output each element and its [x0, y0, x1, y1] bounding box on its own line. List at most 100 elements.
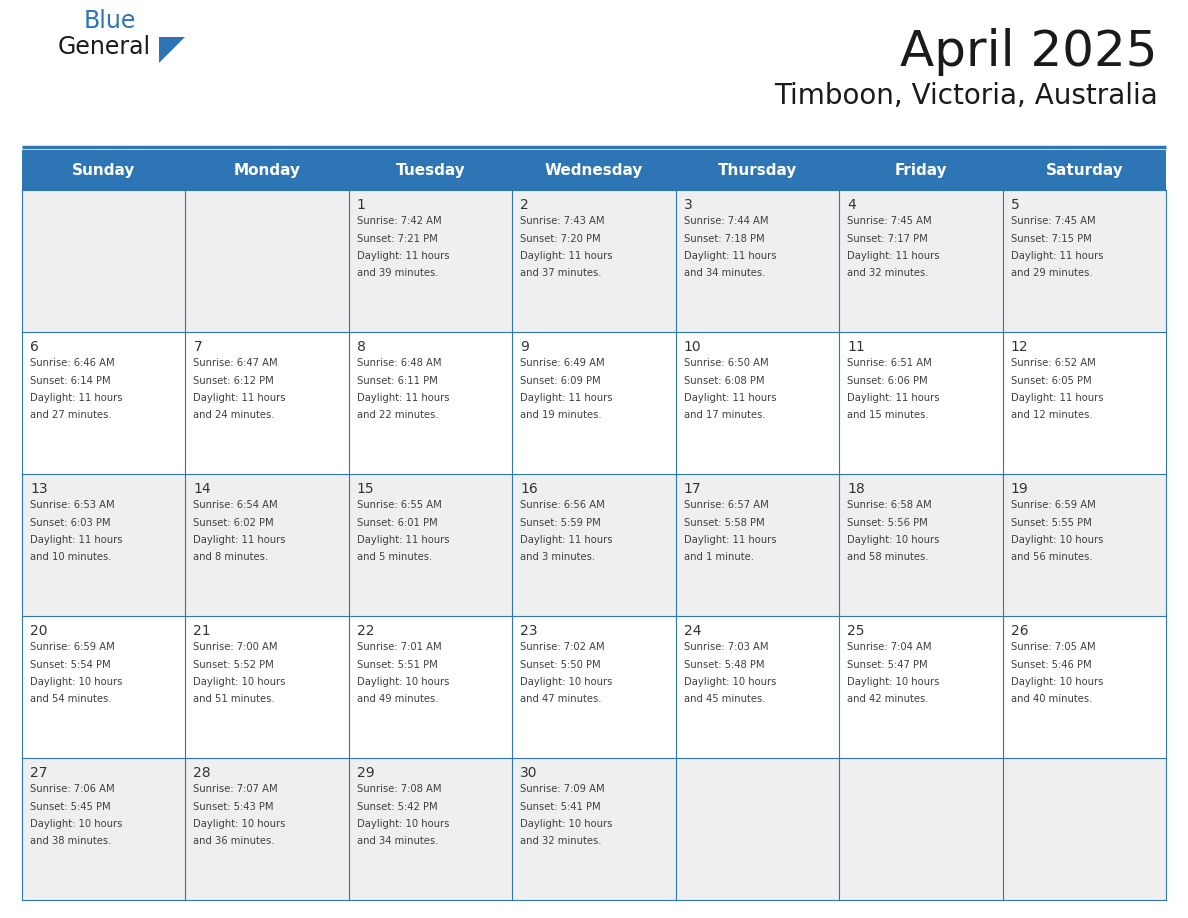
Text: Daylight: 11 hours: Daylight: 11 hours [684, 535, 776, 545]
Text: and 40 minutes.: and 40 minutes. [1011, 695, 1092, 704]
Text: Friday: Friday [895, 162, 947, 177]
Text: Daylight: 11 hours: Daylight: 11 hours [30, 535, 122, 545]
Text: 15: 15 [356, 482, 374, 496]
Text: Sunset: 5:45 PM: Sunset: 5:45 PM [30, 801, 110, 812]
Text: Sunrise: 6:53 AM: Sunrise: 6:53 AM [30, 500, 114, 510]
Text: and 3 minutes.: and 3 minutes. [520, 553, 595, 563]
Text: 22: 22 [356, 624, 374, 638]
Text: Daylight: 11 hours: Daylight: 11 hours [1011, 251, 1104, 261]
Text: Sunrise: 6:50 AM: Sunrise: 6:50 AM [684, 358, 769, 368]
Text: Sunset: 5:50 PM: Sunset: 5:50 PM [520, 659, 601, 669]
Text: Sunset: 6:08 PM: Sunset: 6:08 PM [684, 375, 764, 386]
Text: Daylight: 11 hours: Daylight: 11 hours [30, 393, 122, 403]
Text: Sunset: 7:20 PM: Sunset: 7:20 PM [520, 233, 601, 243]
Text: and 54 minutes.: and 54 minutes. [30, 695, 112, 704]
Text: and 1 minute.: and 1 minute. [684, 553, 753, 563]
Text: Sunrise: 7:07 AM: Sunrise: 7:07 AM [194, 784, 278, 794]
Text: 28: 28 [194, 766, 211, 780]
Text: Sunset: 5:51 PM: Sunset: 5:51 PM [356, 659, 437, 669]
Text: and 12 minutes.: and 12 minutes. [1011, 410, 1092, 420]
Text: Sunset: 5:55 PM: Sunset: 5:55 PM [1011, 518, 1092, 528]
Text: Sunset: 5:47 PM: Sunset: 5:47 PM [847, 659, 928, 669]
Text: Saturday: Saturday [1045, 162, 1123, 177]
Text: and 56 minutes.: and 56 minutes. [1011, 553, 1092, 563]
Text: and 42 minutes.: and 42 minutes. [847, 695, 929, 704]
Text: Sunrise: 6:52 AM: Sunrise: 6:52 AM [1011, 358, 1095, 368]
Text: 9: 9 [520, 340, 529, 354]
Text: 4: 4 [847, 198, 855, 212]
Text: Sunset: 5:48 PM: Sunset: 5:48 PM [684, 659, 764, 669]
Text: and 32 minutes.: and 32 minutes. [520, 836, 602, 846]
Text: Sunrise: 7:09 AM: Sunrise: 7:09 AM [520, 784, 605, 794]
Text: 2: 2 [520, 198, 529, 212]
Text: 24: 24 [684, 624, 701, 638]
Text: 18: 18 [847, 482, 865, 496]
Text: Daylight: 11 hours: Daylight: 11 hours [520, 535, 613, 545]
Text: 16: 16 [520, 482, 538, 496]
Text: Timboon, Victoria, Australia: Timboon, Victoria, Australia [775, 82, 1158, 110]
Text: and 49 minutes.: and 49 minutes. [356, 695, 438, 704]
Text: Daylight: 10 hours: Daylight: 10 hours [520, 819, 613, 829]
Bar [23, 190, 1165, 332]
Text: and 29 minutes.: and 29 minutes. [1011, 268, 1092, 278]
Text: 30: 30 [520, 766, 538, 780]
Text: Daylight: 11 hours: Daylight: 11 hours [520, 251, 613, 261]
Text: 12: 12 [1011, 340, 1028, 354]
Text: Sunset: 6:12 PM: Sunset: 6:12 PM [194, 375, 274, 386]
Bar [23, 332, 1165, 474]
Text: Sunrise: 7:01 AM: Sunrise: 7:01 AM [356, 642, 442, 652]
Text: Daylight: 11 hours: Daylight: 11 hours [684, 251, 776, 261]
Text: Daylight: 10 hours: Daylight: 10 hours [194, 819, 286, 829]
Text: Sunrise: 6:51 AM: Sunrise: 6:51 AM [847, 358, 931, 368]
Text: Sunrise: 6:55 AM: Sunrise: 6:55 AM [356, 500, 442, 510]
Text: 10: 10 [684, 340, 701, 354]
Text: Daylight: 10 hours: Daylight: 10 hours [684, 677, 776, 687]
Text: and 47 minutes.: and 47 minutes. [520, 695, 602, 704]
Text: Sunrise: 7:05 AM: Sunrise: 7:05 AM [1011, 642, 1095, 652]
Text: Sunset: 5:54 PM: Sunset: 5:54 PM [30, 659, 110, 669]
Text: Sunrise: 7:42 AM: Sunrise: 7:42 AM [356, 216, 442, 226]
Text: Daylight: 11 hours: Daylight: 11 hours [684, 393, 776, 403]
Text: and 27 minutes.: and 27 minutes. [30, 410, 112, 420]
Text: and 10 minutes.: and 10 minutes. [30, 553, 112, 563]
Text: Sunrise: 6:58 AM: Sunrise: 6:58 AM [847, 500, 931, 510]
Bar [23, 758, 1165, 900]
Text: Daylight: 10 hours: Daylight: 10 hours [847, 535, 940, 545]
Text: Sunset: 6:14 PM: Sunset: 6:14 PM [30, 375, 110, 386]
Text: Daylight: 10 hours: Daylight: 10 hours [356, 677, 449, 687]
Text: 21: 21 [194, 624, 211, 638]
Text: General: General [58, 35, 151, 59]
Text: Sunset: 6:02 PM: Sunset: 6:02 PM [194, 518, 274, 528]
Text: Daylight: 10 hours: Daylight: 10 hours [1011, 677, 1102, 687]
Text: Sunrise: 7:02 AM: Sunrise: 7:02 AM [520, 642, 605, 652]
Text: and 58 minutes.: and 58 minutes. [847, 553, 929, 563]
Text: and 51 minutes.: and 51 minutes. [194, 695, 276, 704]
Text: 5: 5 [1011, 198, 1019, 212]
Text: Sunset: 6:09 PM: Sunset: 6:09 PM [520, 375, 601, 386]
Text: Sunrise: 6:57 AM: Sunrise: 6:57 AM [684, 500, 769, 510]
Bar [23, 474, 1165, 616]
Text: Sunrise: 6:47 AM: Sunrise: 6:47 AM [194, 358, 278, 368]
Text: Tuesday: Tuesday [396, 162, 466, 177]
Polygon shape [159, 37, 185, 63]
Text: Sunrise: 7:06 AM: Sunrise: 7:06 AM [30, 784, 114, 794]
Text: Daylight: 10 hours: Daylight: 10 hours [30, 677, 122, 687]
Text: Daylight: 11 hours: Daylight: 11 hours [520, 393, 613, 403]
Text: Sunrise: 7:45 AM: Sunrise: 7:45 AM [1011, 216, 1095, 226]
Text: Wednesday: Wednesday [545, 162, 643, 177]
Text: Daylight: 10 hours: Daylight: 10 hours [194, 677, 286, 687]
Text: and 32 minutes.: and 32 minutes. [847, 268, 929, 278]
Text: 11: 11 [847, 340, 865, 354]
Text: Daylight: 11 hours: Daylight: 11 hours [356, 251, 449, 261]
Text: Daylight: 11 hours: Daylight: 11 hours [356, 535, 449, 545]
Text: and 36 minutes.: and 36 minutes. [194, 836, 274, 846]
Text: and 5 minutes.: and 5 minutes. [356, 553, 432, 563]
Text: Daylight: 10 hours: Daylight: 10 hours [356, 819, 449, 829]
Text: Daylight: 11 hours: Daylight: 11 hours [1011, 393, 1104, 403]
Text: Sunrise: 7:03 AM: Sunrise: 7:03 AM [684, 642, 769, 652]
Text: Sunset: 7:17 PM: Sunset: 7:17 PM [847, 233, 928, 243]
Text: 1: 1 [356, 198, 366, 212]
Text: Sunset: 5:56 PM: Sunset: 5:56 PM [847, 518, 928, 528]
Text: 3: 3 [684, 198, 693, 212]
Text: 17: 17 [684, 482, 701, 496]
